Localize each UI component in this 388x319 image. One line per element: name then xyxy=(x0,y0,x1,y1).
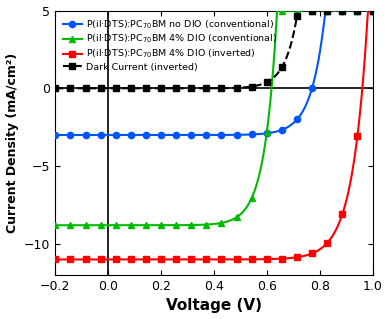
X-axis label: Voltage (V): Voltage (V) xyxy=(166,299,262,314)
Legend: P(iI·DTS):PC$_{70}$BM no DIO (conventional), P(iI·DTS):PC$_{70}$BM 4% DIO (conve: P(iI·DTS):PC$_{70}$BM no DIO (convention… xyxy=(60,15,280,75)
Y-axis label: Current Density (mA/cm²): Current Density (mA/cm²) xyxy=(5,53,19,233)
